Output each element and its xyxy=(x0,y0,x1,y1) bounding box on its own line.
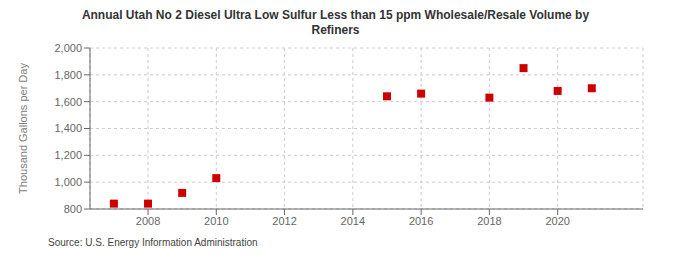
svg-text:2,000: 2,000 xyxy=(54,42,82,54)
svg-text:2012: 2012 xyxy=(272,215,296,227)
svg-text:1,800: 1,800 xyxy=(54,69,82,81)
html-text:Source: U.S. Energy Informatio: Source: U.S. Energy Information Administ… xyxy=(48,237,258,248)
svg-text:800: 800 xyxy=(64,203,82,215)
svg-text:1,400: 1,400 xyxy=(54,122,82,134)
svg-text:2020: 2020 xyxy=(545,215,569,227)
svg-text:2010: 2010 xyxy=(204,215,228,227)
svg-text:2016: 2016 xyxy=(409,215,433,227)
html-text:Annual Utah No 2 Diesel Ultra: Annual Utah No 2 Diesel Ultra Low Sulfur… xyxy=(81,8,590,22)
svg-text:2018: 2018 xyxy=(477,215,501,227)
svg-text:1,200: 1,200 xyxy=(54,149,82,161)
svg-text:1,600: 1,600 xyxy=(54,96,82,108)
svg-text:1,000: 1,000 xyxy=(54,176,82,188)
svg-text:2008: 2008 xyxy=(136,215,160,227)
svg-text:2014: 2014 xyxy=(341,215,365,227)
html-text:Refiners: Refiners xyxy=(311,23,360,37)
svg-text:Thousand Gallons per Day: Thousand Gallons per Day xyxy=(17,63,29,194)
